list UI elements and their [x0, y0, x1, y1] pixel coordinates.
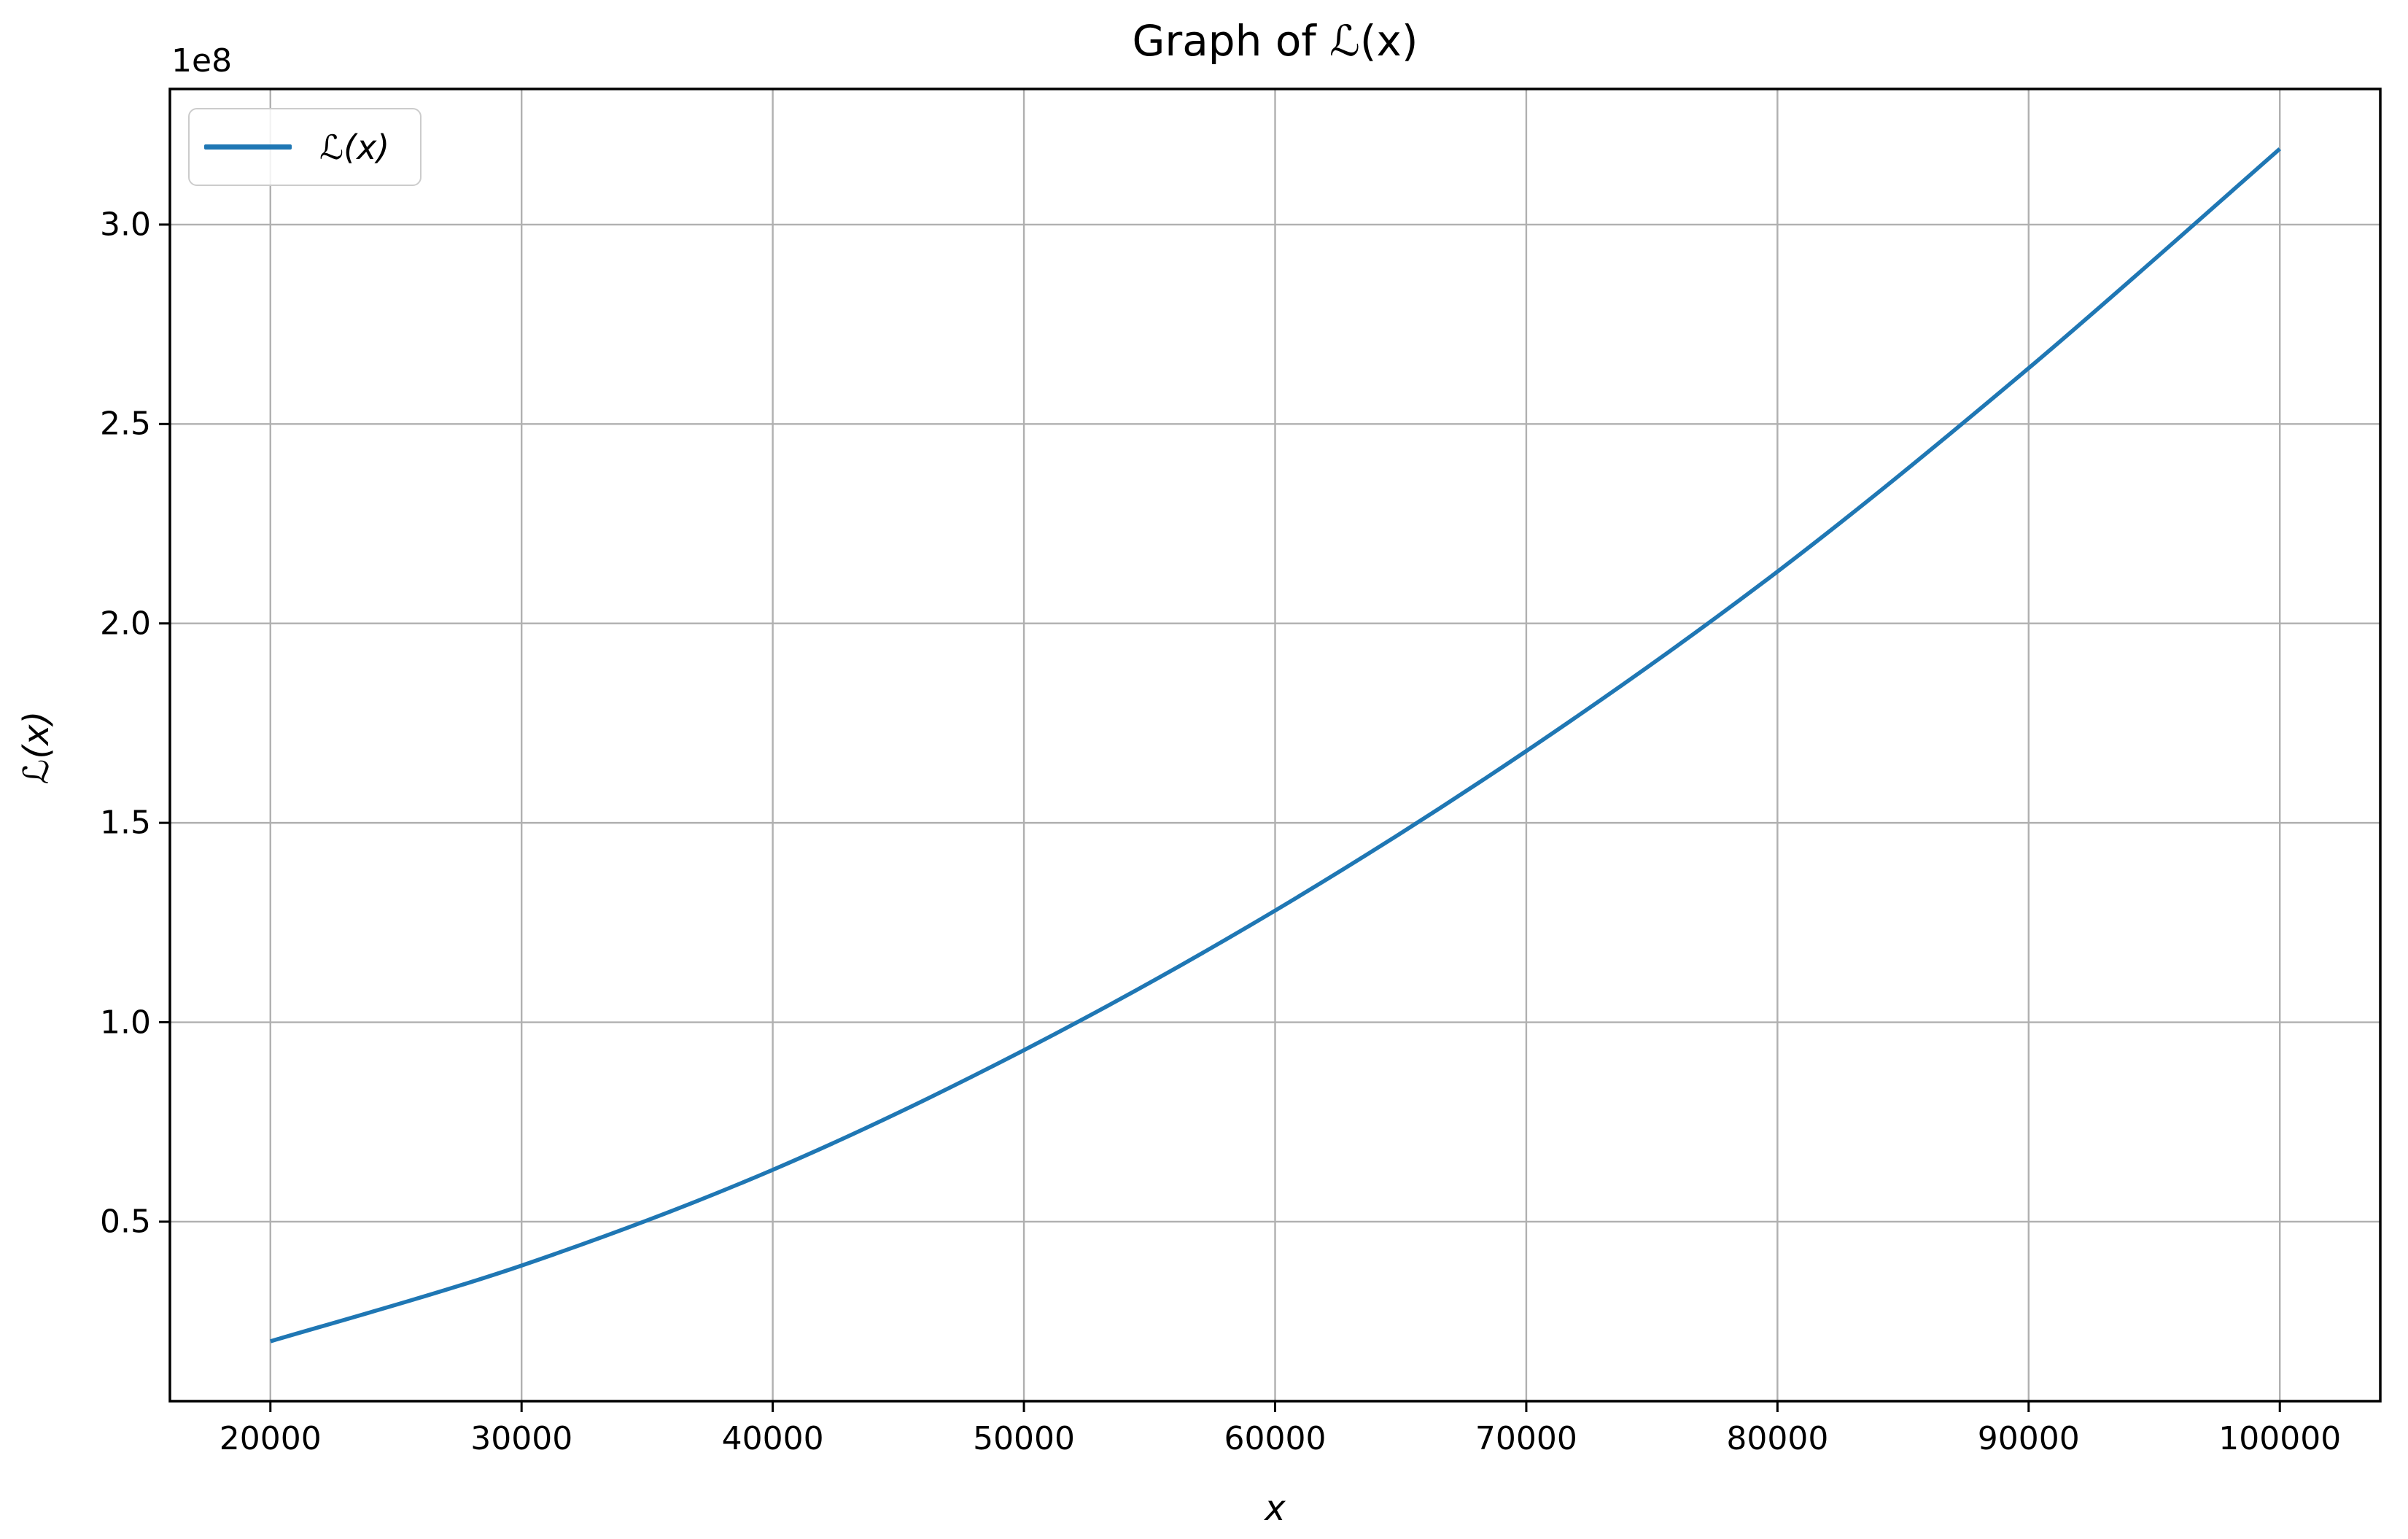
x-tick-label: 70000	[1475, 1420, 1577, 1457]
legend-line-sample	[204, 144, 292, 150]
y-tick-label: 0.5	[100, 1203, 151, 1241]
x-axis-label: x	[1265, 1488, 1286, 1529]
x-tick-label: 90000	[1977, 1420, 2080, 1457]
y-tick-label: 3.0	[100, 206, 151, 244]
x-tick-label: 60000	[1224, 1420, 1327, 1457]
series-curve	[269, 147, 2282, 1344]
y-tick-label: 2.5	[100, 405, 151, 443]
x-tick-label: 40000	[721, 1420, 824, 1457]
y-axis-offset-text: 1e8	[171, 42, 233, 80]
y-tick-label: 1.0	[100, 1004, 151, 1042]
legend: ℒ(x)	[188, 108, 422, 186]
y-axis-label: ℒ(x)	[16, 710, 57, 785]
x-tick-label: 50000	[973, 1420, 1076, 1457]
chart-title: Graph of ℒ(x)	[1132, 16, 1418, 66]
x-tick-label: 100000	[2218, 1420, 2342, 1457]
x-tick-label: 30000	[470, 1420, 573, 1457]
x-tick-label: 20000	[219, 1420, 322, 1457]
y-tick-label: 2.0	[100, 605, 151, 643]
x-tick-label: 80000	[1726, 1420, 1829, 1457]
legend-label: ℒ(x)	[319, 127, 390, 167]
y-tick-label: 1.5	[100, 804, 151, 842]
